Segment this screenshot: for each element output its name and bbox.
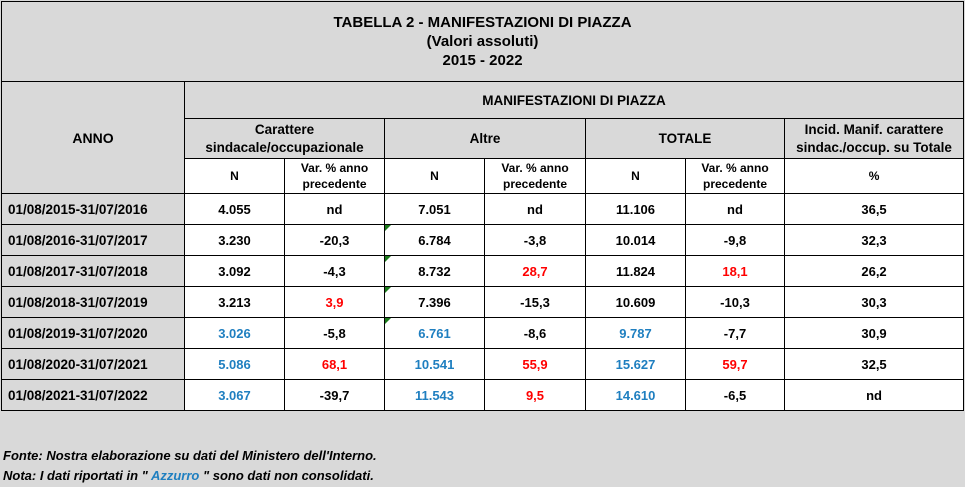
sind-n-cell: 5.086 [184, 348, 285, 380]
tot-n-cell: 10.609 [585, 286, 686, 318]
sind-var-header-line-1: Var. % anno [300, 161, 369, 175]
altre-n-cell: 10.541 [384, 348, 485, 380]
footer-source: Fonte: Nostra elaborazione su dati del M… [3, 448, 377, 463]
sindacale-header-line-1: Carattere [254, 121, 315, 137]
footer-note-post: " sono dati non consolidati. [199, 468, 374, 483]
tot-n-cell: 10.014 [585, 224, 686, 256]
tot-n-cell: 9.787 [585, 317, 686, 349]
footer-note-azzurro: Azzurro [150, 468, 200, 483]
tot-var-cell: 18,1 [685, 255, 785, 287]
table-row: 01/08/2017-31/07/2018 3.092 -4,3 8.732 2… [1, 255, 965, 287]
altre-n-cell: 7.396 [384, 286, 485, 318]
anno-cell: 01/08/2021-31/07/2022 [1, 379, 185, 411]
altre-n-cell: 8.732 [384, 255, 485, 287]
tot-var-cell: -9,8 [685, 224, 785, 256]
sind-n-cell: 3.067 [184, 379, 285, 411]
incid-cell: 30,9 [783, 317, 965, 349]
sind-n-cell: 3.213 [184, 286, 285, 318]
tot-n-cell: 11.106 [585, 193, 686, 225]
table-title: TABELLA 2 - MANIFESTAZIONI DI PIAZZA (Va… [0, 1, 965, 82]
title-line-2: (Valori assoluti) [426, 33, 539, 50]
tot-n-cell: 15.627 [585, 348, 686, 380]
sind-var-cell: nd [284, 193, 385, 225]
altre-var-header-line-1: Var. % anno [501, 161, 569, 175]
tot-var-cell: 59,7 [685, 348, 785, 380]
altre-n-cell: 7.051 [384, 193, 485, 225]
tot-n-header: N [585, 158, 686, 194]
altre-var-cell: -8,6 [484, 317, 586, 349]
table-row: 01/08/2021-31/07/2022 3.067 -39,7 11.543… [1, 379, 965, 411]
incid-cell: 32,3 [783, 224, 965, 256]
tot-var-cell: -7,7 [685, 317, 785, 349]
table-row: 01/08/2016-31/07/2017 3.230 -20,3 6.784 … [1, 224, 965, 256]
altre-var-cell: nd [484, 193, 586, 225]
tot-var-header-line-2: precedente [702, 177, 768, 191]
anno-cell: 01/08/2018-31/07/2019 [1, 286, 185, 318]
sind-var-cell: -4,3 [284, 255, 385, 287]
altre-var-cell: -3,8 [484, 224, 586, 256]
anno-header: ANNO [1, 81, 185, 194]
altre-n-header: N [384, 158, 485, 194]
table-row: 01/08/2015-31/07/2016 4.055 nd 7.051 nd … [1, 193, 965, 225]
altre-n-cell: 11.543 [384, 379, 485, 411]
incid-cell: 26,2 [783, 255, 965, 287]
table-row: 01/08/2018-31/07/2019 3.213 3,9 7.396 -1… [1, 286, 965, 318]
table-row: 01/08/2020-31/07/2021 5.086 68,1 10.541 … [1, 348, 965, 380]
data-table: TABELLA 2 - MANIFESTAZIONI DI PIAZZA (Va… [0, 1, 965, 411]
tot-var-header: Var. % anno precedente [685, 158, 785, 194]
footer-note: Nota: I dati riportati in " Azzurro " so… [3, 468, 374, 483]
sind-n-cell: 3.026 [184, 317, 285, 349]
incid-cell: 30,3 [783, 286, 965, 318]
incid-cell: 32,5 [783, 348, 965, 380]
altre-var-cell: 9,5 [484, 379, 586, 411]
tot-n-cell: 11.824 [585, 255, 686, 287]
sind-var-cell: -20,3 [284, 224, 385, 256]
altre-header: Altre [384, 118, 586, 159]
anno-cell: 01/08/2019-31/07/2020 [1, 317, 185, 349]
table-row: 01/08/2019-31/07/2020 3.026 -5,8 6.761 -… [1, 317, 965, 349]
anno-cell: 01/08/2017-31/07/2018 [1, 255, 185, 287]
tot-var-cell: -10,3 [685, 286, 785, 318]
tot-var-header-line-1: Var. % anno [701, 161, 769, 175]
incid-cell: nd [783, 379, 965, 411]
anno-cell: 01/08/2020-31/07/2021 [1, 348, 185, 380]
pct-header: % [783, 158, 965, 194]
sind-var-cell: 3,9 [284, 286, 385, 318]
incidenza-header-line-2: sindac./occup. su Totale [796, 139, 952, 155]
sind-var-header: Var. % anno precedente [284, 158, 385, 194]
group-header: MANIFESTAZIONI DI PIAZZA [183, 81, 965, 119]
sind-var-cell: -39,7 [284, 379, 385, 411]
title-line-3: 2015 - 2022 [442, 52, 523, 69]
footer-note-pre: Nota: I dati riportati in " [3, 468, 151, 483]
sind-n-cell: 3.092 [184, 255, 285, 287]
tot-var-cell: -6,5 [685, 379, 785, 411]
sindacale-header: Carattere sindacale/occupazionale [184, 118, 385, 159]
anno-cell: 01/08/2016-31/07/2017 [1, 224, 185, 256]
sind-var-header-line-2: precedente [302, 177, 367, 191]
altre-var-cell: -15,3 [484, 286, 586, 318]
sind-n-header: N [184, 158, 285, 194]
sindacale-header-line-2: sindacale/occupazionale [205, 139, 364, 155]
sind-var-cell: -5,8 [284, 317, 385, 349]
sind-var-cell: 68,1 [284, 348, 385, 380]
incidenza-header-line-1: Incid. Manif. carattere [804, 121, 944, 137]
incidenza-header: Incid. Manif. carattere sindac./occup. s… [783, 118, 965, 159]
altre-var-cell: 55,9 [484, 348, 586, 380]
totale-header: TOTALE [585, 118, 785, 159]
anno-cell: 01/08/2015-31/07/2016 [1, 193, 185, 225]
sind-n-cell: 4.055 [184, 193, 285, 225]
altre-var-header-line-2: precedente [502, 177, 568, 191]
title-line-1: TABELLA 2 - MANIFESTAZIONI DI PIAZZA [333, 14, 632, 31]
tot-n-cell: 14.610 [585, 379, 686, 411]
incid-cell: 36,5 [783, 193, 965, 225]
sind-n-cell: 3.230 [184, 224, 285, 256]
tot-var-cell: nd [685, 193, 785, 225]
altre-var-header: Var. % anno precedente [484, 158, 586, 194]
altre-n-cell: 6.761 [384, 317, 485, 349]
altre-var-cell: 28,7 [484, 255, 586, 287]
altre-n-cell: 6.784 [384, 224, 485, 256]
